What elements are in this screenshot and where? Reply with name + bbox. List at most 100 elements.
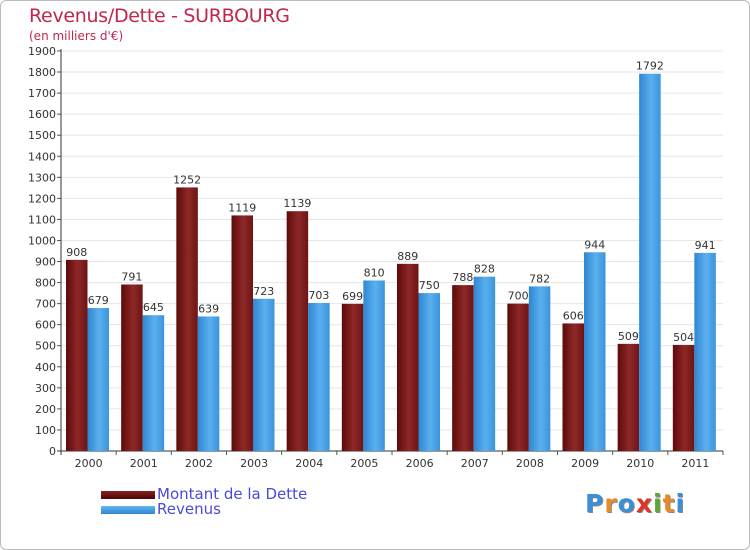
y-tick-label: 1000 bbox=[28, 234, 56, 247]
bars bbox=[66, 73, 716, 451]
legend-label-revenue: Revenus bbox=[157, 500, 221, 518]
x-tick-label: 2003 bbox=[240, 457, 268, 470]
bar-debt bbox=[452, 285, 474, 451]
data-label-debt: 509 bbox=[618, 330, 639, 343]
y-tick-label: 400 bbox=[35, 361, 56, 374]
data-label-debt: 1252 bbox=[173, 173, 201, 186]
data-label-debt: 606 bbox=[563, 309, 584, 322]
bar-revenue bbox=[584, 252, 606, 451]
logo-letter: x bbox=[635, 489, 653, 518]
data-label-revenue: 645 bbox=[143, 301, 164, 314]
x-tick-label: 2009 bbox=[571, 457, 599, 470]
x-tick-label: 2006 bbox=[406, 457, 434, 470]
data-label-debt: 1139 bbox=[283, 197, 311, 210]
gridlines bbox=[61, 50, 723, 452]
bar-revenue bbox=[694, 252, 716, 451]
bar-debt bbox=[66, 259, 88, 451]
legend-label-debt: Montant de la Dette bbox=[157, 485, 308, 503]
bar-revenue bbox=[473, 276, 496, 451]
data-label-debt: 908 bbox=[66, 246, 87, 259]
y-tick-label: 200 bbox=[35, 403, 56, 416]
data-label-revenue: 1792 bbox=[636, 60, 664, 73]
bar-debt bbox=[672, 344, 695, 451]
y-tick-label: 1400 bbox=[28, 150, 56, 163]
data-label-debt: 1119 bbox=[228, 201, 256, 214]
x-tick-label: 2011 bbox=[681, 457, 709, 470]
x-tick-label: 2008 bbox=[516, 457, 544, 470]
y-tick-label: 1600 bbox=[28, 108, 56, 121]
logo-letter: P bbox=[585, 489, 605, 518]
logo-letter: r bbox=[604, 489, 618, 518]
y-tick-label: 1900 bbox=[28, 45, 56, 58]
logo-letter: t bbox=[662, 489, 676, 518]
bar-revenue bbox=[253, 298, 275, 451]
data-label-revenue: 750 bbox=[419, 279, 440, 292]
bar-revenue bbox=[363, 280, 385, 451]
bar-revenue bbox=[197, 316, 220, 451]
data-label-debt: 700 bbox=[508, 290, 529, 303]
data-label-debt: 791 bbox=[121, 270, 142, 283]
x-tick-label: 2004 bbox=[295, 457, 323, 470]
bar-revenue bbox=[418, 293, 440, 451]
bar-debt bbox=[176, 187, 198, 451]
bar-debt bbox=[562, 323, 584, 451]
data-label-revenue: 810 bbox=[364, 266, 385, 279]
data-label-debt: 699 bbox=[342, 290, 363, 303]
legend: Montant de la Dette Revenus bbox=[101, 487, 307, 517]
bar-debt bbox=[397, 263, 419, 451]
y-tick-label: 1300 bbox=[28, 171, 56, 184]
legend-swatch-debt bbox=[101, 490, 155, 499]
x-tick-label: 2002 bbox=[185, 457, 213, 470]
proxiti-logo: Proxiti bbox=[585, 489, 685, 518]
chart-title: Revenus/Dette - SURBOURG bbox=[29, 5, 290, 27]
y-tick-label: 1500 bbox=[28, 129, 56, 142]
x-tick-label: 2010 bbox=[626, 457, 654, 470]
bar-debt bbox=[617, 343, 640, 451]
y-tick-label: 0 bbox=[49, 445, 56, 458]
bar-debt bbox=[231, 215, 253, 451]
y-tick-label: 1800 bbox=[28, 66, 56, 79]
y-tick-label: 100 bbox=[35, 424, 56, 437]
data-label-revenue: 679 bbox=[88, 294, 109, 307]
logo-letter: i bbox=[675, 489, 686, 518]
data-label-revenue: 944 bbox=[584, 238, 605, 251]
data-label-debt: 504 bbox=[673, 331, 694, 344]
legend-item-revenue: Revenus bbox=[101, 502, 307, 517]
bar-debt bbox=[286, 211, 309, 451]
data-label-revenue: 828 bbox=[474, 263, 495, 276]
y-tick-label: 800 bbox=[35, 277, 56, 290]
logo-letter: i bbox=[653, 489, 663, 518]
y-tick-label: 1100 bbox=[28, 213, 56, 226]
bar-revenue bbox=[639, 73, 661, 451]
axes: 0 100 200 300 400 500 600 700 800 900 1000 1100 1200… bbox=[28, 45, 724, 470]
y-tick-label: 700 bbox=[35, 298, 56, 311]
bar-debt bbox=[341, 303, 364, 451]
legend-item-debt: Montant de la Dette bbox=[101, 487, 307, 502]
x-tick-label: 2007 bbox=[461, 457, 489, 470]
x-tick-label: 2000 bbox=[75, 457, 103, 470]
data-label-revenue: 941 bbox=[695, 239, 716, 252]
y-tick-label: 1200 bbox=[28, 192, 56, 205]
data-label-debt: 889 bbox=[397, 250, 418, 263]
bar-debt bbox=[507, 303, 529, 451]
bar-revenue bbox=[308, 303, 330, 451]
chart-subtitle: (en milliers d'€) bbox=[29, 29, 124, 43]
legend-swatch-revenue bbox=[101, 505, 155, 514]
data-label-revenue: 723 bbox=[253, 285, 274, 298]
logo-letter: o bbox=[617, 489, 636, 518]
x-tick-label: 2005 bbox=[350, 457, 378, 470]
bar-revenue bbox=[87, 308, 109, 451]
y-tick-label: 600 bbox=[35, 319, 56, 332]
bar-revenue bbox=[528, 286, 551, 451]
bar-debt bbox=[121, 284, 143, 451]
y-tick-label: 500 bbox=[35, 340, 56, 353]
data-label-revenue: 639 bbox=[198, 302, 219, 315]
y-tick-label: 300 bbox=[35, 382, 56, 395]
y-tick-label: 900 bbox=[35, 256, 56, 269]
bar-revenue bbox=[142, 315, 165, 451]
data-label-revenue: 782 bbox=[529, 272, 550, 285]
data-label-debt: 788 bbox=[452, 271, 473, 284]
